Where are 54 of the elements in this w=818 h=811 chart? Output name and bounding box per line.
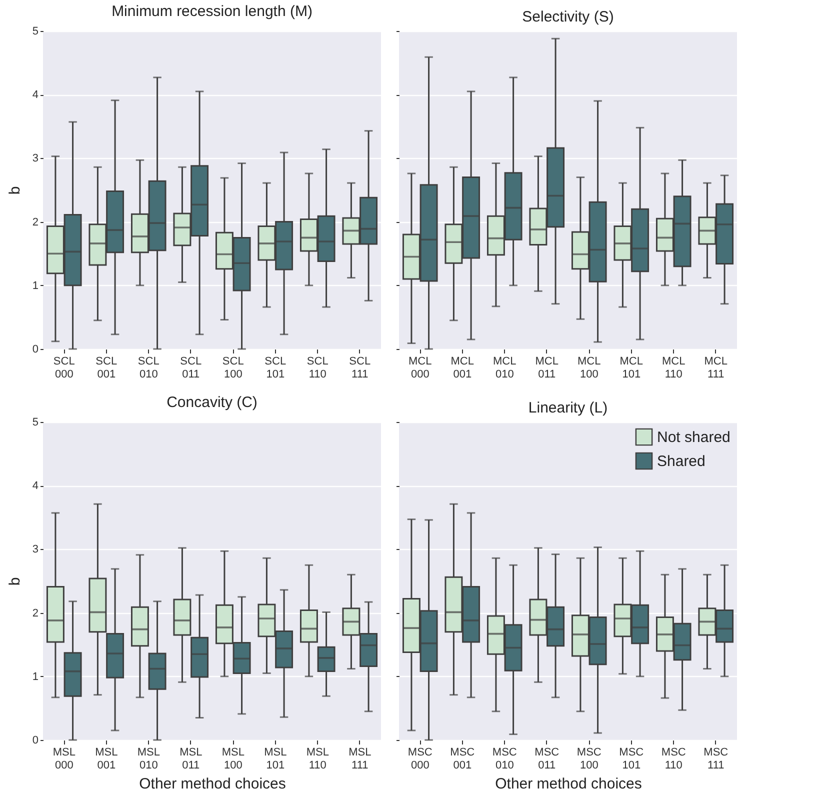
y-tick-label: 1 xyxy=(32,280,38,292)
chart-title: Concavity (C) xyxy=(166,394,258,411)
chart-title: Selectivity (S) xyxy=(522,8,614,26)
legend-label: Not shared xyxy=(657,429,730,446)
x-tick-label: MCL 010 xyxy=(493,356,516,380)
x-tick-label: SCL 100 xyxy=(222,356,244,380)
x-tick-label: SCL 010 xyxy=(138,356,160,380)
x-tick-label: MSL 110 xyxy=(306,746,329,772)
y-tick-label: 0 xyxy=(32,734,38,746)
x-tick-label: MCL 111 xyxy=(704,356,728,380)
x-tick-label: MSC 000 xyxy=(408,746,432,772)
y-tick-label: 2 xyxy=(32,216,38,228)
x-tick-label: MSC 110 xyxy=(661,746,686,772)
y-tick-label: 2 xyxy=(32,607,38,620)
x-tick-label: MSL 000 xyxy=(52,746,76,772)
x-tick-label: SCL 011 xyxy=(180,356,202,380)
x-tick-label: MSC 101 xyxy=(619,746,644,772)
chart-title: Minimum recession length (M) xyxy=(112,3,312,20)
y-tick-label: 3 xyxy=(32,152,38,165)
y-tick-label: 4 xyxy=(32,480,38,492)
x-tick-label: MCL 000 xyxy=(408,356,432,380)
x-tick-label: MSL 111 xyxy=(348,746,372,772)
x-tick-label: MSC 011 xyxy=(534,746,560,772)
x-tick-label: MCL 001 xyxy=(450,356,474,380)
chart-title: Linearity (L) xyxy=(528,400,608,416)
x-axis-title: Other method choices xyxy=(495,776,642,792)
x-tick-label: SCL 001 xyxy=(96,356,118,380)
x-tick-label: SCL 000 xyxy=(53,356,75,380)
x-tick-label: SCL 101 xyxy=(264,356,286,380)
y-tick-label: 0 xyxy=(32,344,38,356)
y-tick-label: 1 xyxy=(32,670,38,683)
x-tick-label: MSC 111 xyxy=(704,746,728,772)
y-tick-label: 5 xyxy=(32,416,38,428)
legend-label: Shared xyxy=(657,453,706,470)
y-tick-label: 5 xyxy=(32,26,38,38)
x-tick-label: MSC 010 xyxy=(492,746,517,772)
x-tick-label: MSL 011 xyxy=(180,746,202,772)
y-tick-label: 4 xyxy=(32,89,38,102)
y-axis-title: b xyxy=(6,186,24,195)
x-tick-label: MCL 100 xyxy=(578,356,601,380)
y-tick-label: 3 xyxy=(32,544,38,556)
x-tick-label: MSC 100 xyxy=(576,746,602,772)
x-tick-label: MSL 010 xyxy=(137,746,160,772)
x-tick-label: MCL 110 xyxy=(662,356,686,380)
x-tick-label: MSL 101 xyxy=(264,746,287,772)
y-axis-title: b xyxy=(6,577,24,586)
x-tick-label: MSC 001 xyxy=(450,746,475,772)
x-tick-label: MCL 011 xyxy=(535,356,558,380)
x-tick-label: MCL 101 xyxy=(620,356,643,380)
x-tick-label: MSL 001 xyxy=(95,746,118,772)
x-tick-label: MSL 100 xyxy=(222,746,244,772)
x-tick-label: SCL 111 xyxy=(349,356,371,380)
x-tick-label: SCL 110 xyxy=(306,356,328,380)
x-axis-title: Other method choices xyxy=(139,776,286,792)
